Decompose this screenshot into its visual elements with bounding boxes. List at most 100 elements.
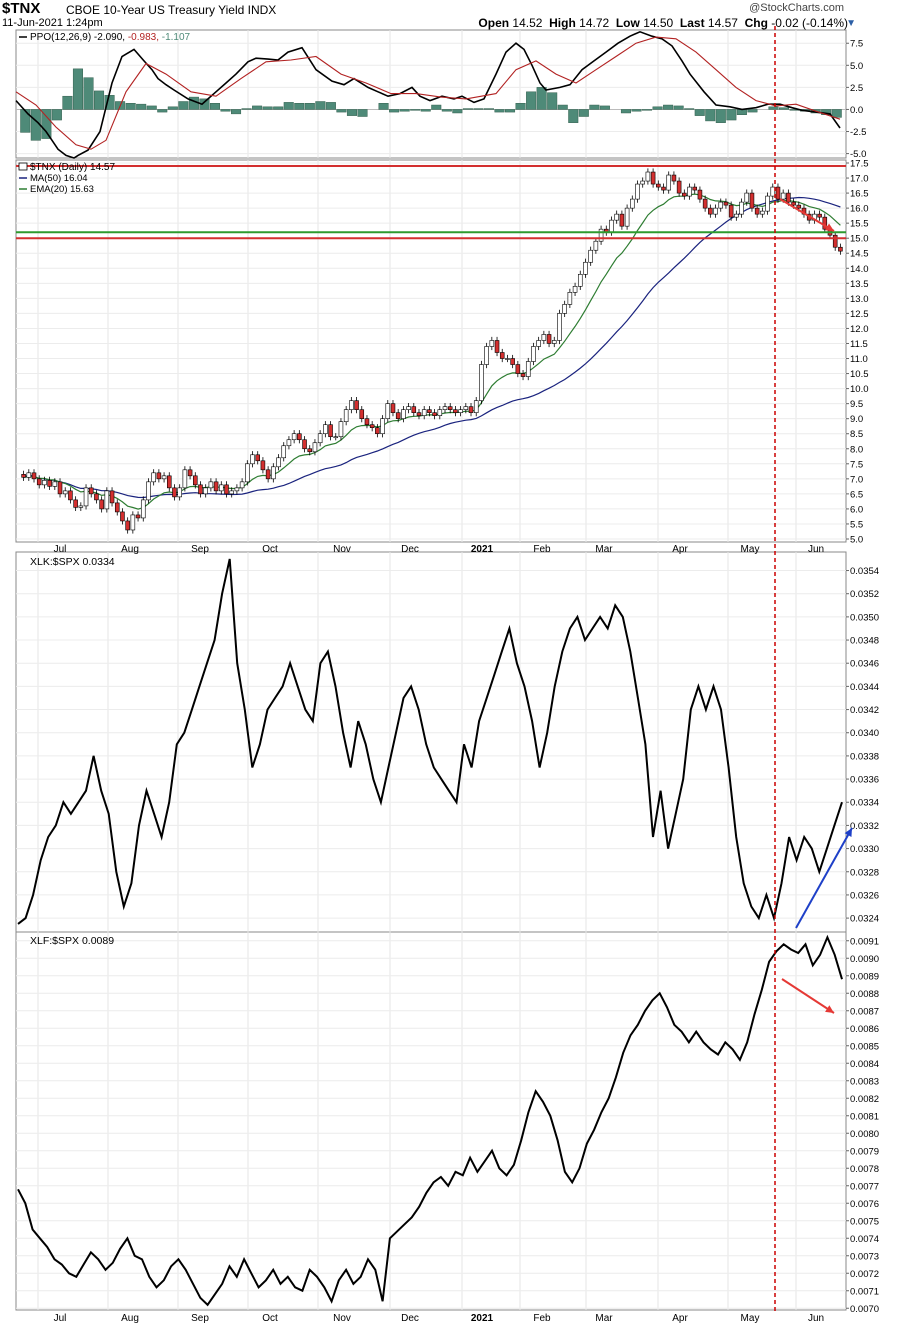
ppo-histogram-bar: [20, 109, 31, 133]
xlf-title: XLF:$SPX 0.0089: [30, 935, 114, 947]
x-axis-label: Sep: [191, 1313, 209, 1324]
xlk-up-arrow-head: [844, 828, 852, 837]
xlf-down-arrow-head: [825, 1005, 834, 1013]
candle-body: [21, 474, 26, 478]
candle-body: [749, 192, 755, 209]
candle-body: [531, 346, 536, 362]
candle-body: [47, 480, 52, 487]
ppo-histogram-bar: [568, 109, 579, 123]
candle-body: [463, 406, 469, 410]
y-tick-label: 17.0: [850, 174, 869, 185]
candle-body: [520, 373, 526, 377]
ppo-histogram-bar: [652, 106, 663, 110]
ppo-histogram-bar: [72, 68, 83, 110]
ppo-histogram-bar: [336, 109, 347, 113]
y-tick-label: 0.0328: [850, 867, 879, 878]
y-tick-label: 6.5: [850, 489, 863, 500]
candle-body: [172, 487, 177, 498]
candle-body: [380, 418, 385, 435]
candle-body: [583, 261, 588, 275]
candle-body: [42, 480, 47, 486]
y-tick-label: 0.0352: [850, 589, 879, 600]
y-tick-label: 7.5: [850, 459, 863, 470]
chart-symbol: $TNX: [2, 0, 41, 17]
candle-body: [577, 273, 583, 287]
y-tick-label: 0.0090: [850, 954, 879, 965]
ppo-histogram-bar: [441, 109, 452, 112]
ppo-histogram-bar: [157, 109, 168, 113]
ppo-histogram-bar: [547, 92, 558, 110]
candle-body: [198, 484, 203, 495]
x-axis-label: 2021: [471, 544, 494, 555]
y-tick-label: 0.0086: [850, 1024, 879, 1035]
ppo-histogram-bar: [536, 87, 547, 110]
candle-body: [692, 186, 698, 191]
y-tick-label: 7.0: [850, 474, 863, 485]
candle-body: [125, 520, 130, 531]
x-axis-label: Nov: [333, 1313, 351, 1324]
candle-body: [203, 487, 208, 495]
ppo-histogram-bar: [178, 101, 189, 110]
candle-body: [754, 207, 760, 215]
x-axis-label: May: [741, 1313, 760, 1324]
y-tick-label: 7.5: [850, 39, 863, 50]
candle-body: [312, 442, 318, 453]
candle-body: [708, 207, 713, 215]
dropdown-arrow-icon[interactable]: ▼: [846, 18, 856, 29]
candle-body: [239, 481, 245, 489]
ppo-histogram-bar: [578, 109, 589, 117]
candle-body: [385, 403, 391, 419]
candle-body: [88, 487, 94, 495]
candle-body: [505, 358, 510, 360]
candle-body: [598, 228, 604, 242]
y-tick-label: 0.0336: [850, 775, 879, 786]
candle-body: [635, 183, 640, 200]
candle-body: [234, 487, 240, 492]
y-tick-label: 2.5: [850, 83, 863, 94]
y-tick-label: 6.0: [850, 504, 863, 515]
y-tick-label: 0.0078: [850, 1164, 879, 1175]
y-tick-label: 10.0: [850, 384, 869, 395]
x-axis-label: Sep: [191, 544, 209, 555]
y-tick-label: 13.5: [850, 279, 869, 290]
candle-body: [713, 207, 718, 215]
panel-frame: [15, 159, 847, 543]
y-tick-label: 0.0091: [850, 936, 879, 947]
candle-body: [546, 334, 552, 344]
candle-body: [432, 412, 437, 416]
y-tick-label: 9.5: [850, 399, 863, 410]
high-label: High: [549, 16, 576, 30]
candle-body: [57, 481, 63, 495]
candle-body: [36, 478, 42, 486]
chg-value: -0.02 (-0.14%): [771, 16, 848, 30]
y-tick-label: 0.0324: [850, 914, 879, 925]
ppo-histogram-bar: [41, 109, 52, 139]
candle-body: [307, 448, 313, 453]
x-axis-label: Dec: [401, 544, 419, 555]
candle-body: [536, 340, 541, 347]
y-tick-label: 0.0076: [850, 1199, 879, 1210]
candle-body: [406, 406, 411, 410]
y-tick-label: 14.0: [850, 264, 869, 275]
x-axis-label: Apr: [672, 1313, 688, 1324]
candle-body: [551, 340, 557, 344]
candle-body: [317, 433, 323, 444]
ppo-histogram-bar: [283, 102, 294, 110]
y-tick-label: 16.5: [850, 189, 869, 200]
ppo-histogram-bar: [462, 108, 473, 110]
candle-body: [395, 412, 401, 419]
ppo-histogram-bar: [515, 103, 526, 110]
ppo-histogram-bar: [252, 105, 263, 110]
y-tick-label: 8.5: [850, 429, 863, 440]
ppo-histogram-bar: [473, 108, 484, 110]
candle-body: [260, 460, 266, 471]
candle-body: [135, 514, 141, 519]
y-tick-label: 0.0342: [850, 705, 879, 716]
candle-body: [832, 234, 838, 248]
ppo-legend-value: -1.107: [162, 32, 191, 43]
candle-body: [182, 469, 188, 489]
low-label: Low: [615, 16, 640, 30]
y-tick-label: 16.0: [850, 204, 869, 215]
y-tick-label: 5.0: [850, 534, 863, 545]
candle-body: [281, 445, 287, 459]
